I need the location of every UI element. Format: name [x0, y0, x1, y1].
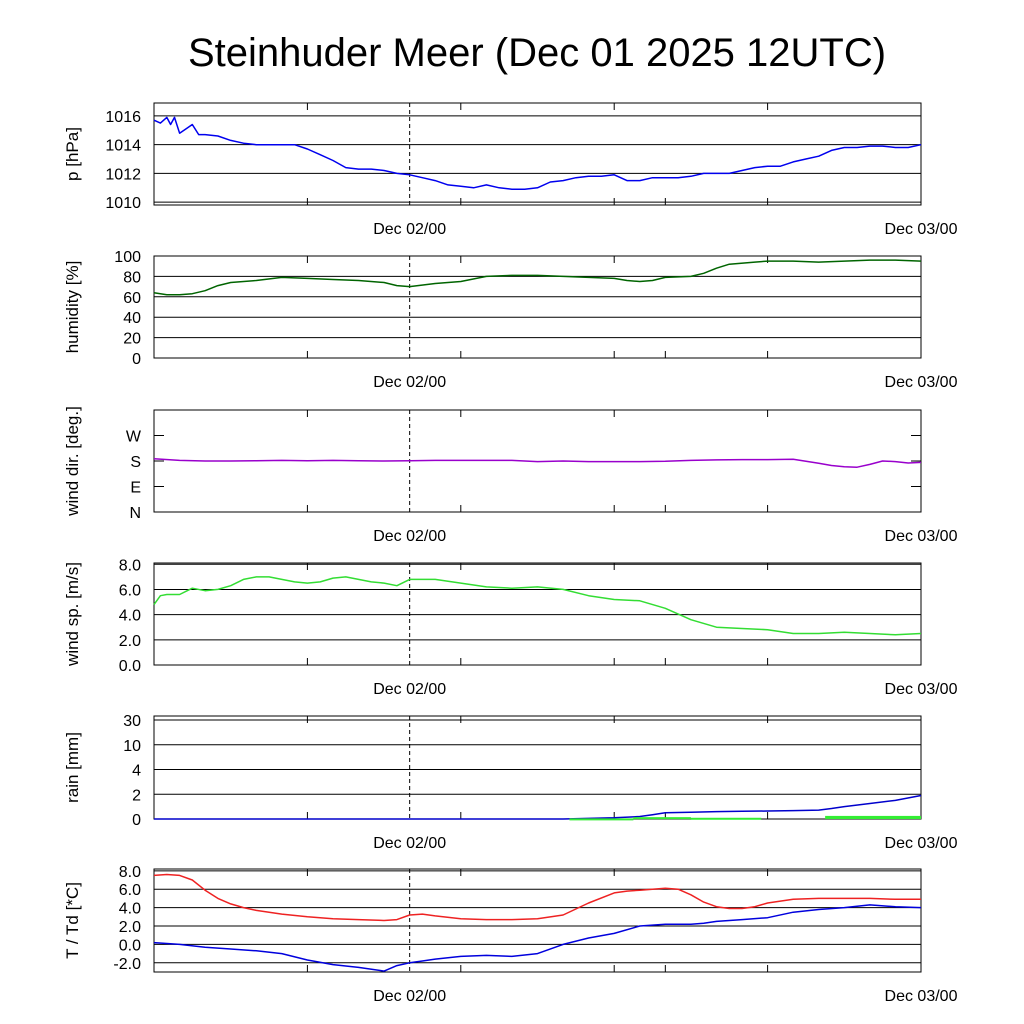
x-tick-label: Dec 02/00 [373, 221, 446, 238]
y-tick-label: 6.0 [119, 882, 141, 899]
y-tick-label: N [129, 505, 141, 522]
x-tick-label: Dec 02/00 [373, 988, 446, 1005]
x-tick-label: Dec 02/00 [373, 835, 446, 852]
plot-frame [153, 715, 922, 820]
y-tick-label: 10 [123, 738, 141, 755]
y-tick-label: 100 [114, 249, 141, 266]
y-tick-label: 0 [132, 812, 141, 829]
y-tick-label: 6.0 [119, 582, 141, 599]
chart-title: Steinhuder Meer (Dec 01 2025 12UTC) [188, 31, 886, 75]
y-axis-label: wind sp. [m/s] [63, 562, 82, 667]
series-line-td [153, 904, 922, 972]
y-tick-label: 0 [132, 351, 141, 368]
rain-bar [825, 815, 921, 819]
y-tick-label: W [126, 429, 142, 446]
rain-bar [690, 817, 762, 820]
y-axis-label: rain [mm] [63, 732, 82, 803]
x-tick-label: Dec 02/00 [373, 528, 446, 545]
y-tick-label: 1016 [105, 109, 141, 126]
plot-frame [153, 562, 922, 666]
series-line-humidity [153, 259, 922, 296]
y-tick-label: -2.0 [113, 956, 141, 973]
y-tick-label: E [130, 480, 141, 497]
series-line-t [153, 873, 921, 922]
plot-frame [153, 868, 922, 973]
plot-frame [153, 102, 922, 206]
y-tick-label: 8.0 [119, 557, 141, 574]
y-tick-label: 20 [123, 331, 141, 348]
y-tick-label: 0.0 [119, 658, 141, 675]
y-axis-label: p [hPa] [63, 127, 82, 181]
x-tick-label: Dec 03/00 [885, 528, 958, 545]
y-tick-label: 4 [132, 763, 141, 780]
y-axis-label: humidity [%] [63, 261, 82, 354]
y-tick-label: 80 [123, 269, 141, 286]
series-line-wind-direction [153, 457, 922, 468]
y-axis-label: wind dir. [deg.] [63, 406, 82, 517]
series-line-accumulated-rain [154, 794, 922, 820]
y-tick-label: 1012 [105, 166, 141, 183]
panel-temperature: -2.0 0.02.04.0 6.08.0 T / Td [*C] Dec 02/00 D… [63, 864, 958, 1005]
plot-frame [153, 255, 922, 359]
y-tick-label: S [130, 454, 141, 471]
y-tick-label: 0.0 [119, 937, 141, 954]
panel-rain: 0 2 4 10 30 rain [mm] Dec 02/00 Dec 03/00 [63, 713, 958, 852]
y-tick-label: 4.0 [119, 901, 141, 918]
x-tick-label: Dec 03/00 [885, 835, 958, 852]
y-tick-label: 2.0 [119, 633, 141, 650]
y-tick-label: 1010 [105, 195, 141, 212]
y-tick-label: 60 [123, 290, 141, 307]
y-tick-label: 4.0 [119, 608, 141, 625]
panel-pressure: 1010 1012 1014 1016 p [hPa] Dec 02/00 Dec 03/0… [63, 102, 958, 238]
y-tick-label: 2.0 [119, 919, 141, 936]
x-tick-label: Dec 03/00 [885, 221, 958, 238]
y-tick-label: 2 [132, 787, 141, 804]
plot-frame [153, 409, 922, 513]
y-tick-label: 30 [123, 713, 141, 730]
y-axis-label: T / Td [*C] [63, 882, 82, 959]
panel-wind_speed: 0.0 2.0 4.0 6.0 8.0 wind sp. [m/s] Dec 02/00 De… [63, 557, 958, 698]
x-tick-label: Dec 03/00 [885, 374, 958, 391]
x-tick-label: Dec 02/00 [373, 681, 446, 698]
y-tick-label: 8.0 [119, 864, 141, 881]
series-line-wind-speed [153, 576, 922, 636]
rain-bar [569, 818, 634, 821]
y-tick-label: 1014 [105, 138, 141, 155]
x-tick-label: Dec 02/00 [373, 374, 446, 391]
rain-bar [633, 817, 691, 820]
panel-humidity: 0 20 40 60 80 100 humidity [%] Dec 02/00 Dec 03/… [63, 249, 958, 391]
series-line-pressure [153, 116, 922, 190]
y-tick-label: 40 [123, 310, 141, 327]
x-tick-label: Dec 03/00 [885, 681, 958, 698]
x-tick-label: Dec 03/00 [885, 988, 958, 1005]
